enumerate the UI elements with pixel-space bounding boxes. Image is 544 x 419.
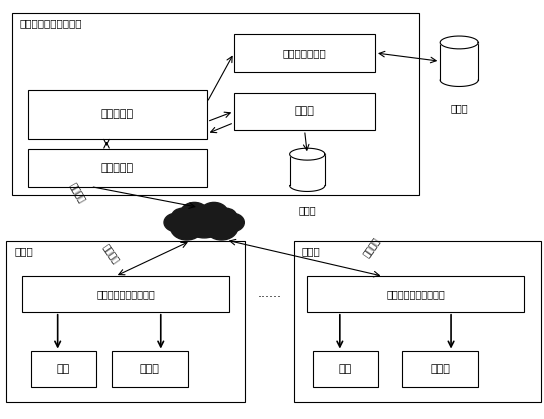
Text: 保护: 保护 [57,364,70,374]
FancyBboxPatch shape [307,276,524,312]
Text: 二次设备在线监测子站: 二次设备在线监测子站 [386,289,445,299]
Polygon shape [440,42,478,80]
Circle shape [215,208,237,225]
Polygon shape [440,80,478,86]
Text: 子站响应: 子站响应 [100,243,120,266]
Circle shape [170,215,203,240]
Text: 录波器: 录波器 [140,364,160,374]
Text: 模型库: 模型库 [299,205,316,215]
Text: 二次设备在线监测主站: 二次设备在线监测主站 [20,18,82,28]
Circle shape [220,213,244,232]
Circle shape [171,208,193,225]
Text: 通信子系统: 通信子系统 [101,163,134,173]
FancyBboxPatch shape [28,149,207,186]
Circle shape [200,202,228,224]
FancyBboxPatch shape [313,352,378,387]
Text: 录波器: 录波器 [430,364,450,374]
FancyBboxPatch shape [294,241,541,401]
Polygon shape [289,186,325,191]
Text: 历史库: 历史库 [450,103,468,113]
Text: 历史存储子系统: 历史存储子系统 [283,48,326,58]
Text: 二次设备在线监测子站: 二次设备在线监测子站 [96,289,155,299]
Polygon shape [289,148,325,160]
FancyBboxPatch shape [234,93,375,130]
FancyBboxPatch shape [11,13,418,195]
Text: 变电站: 变电站 [14,246,33,256]
Polygon shape [289,154,325,186]
FancyBboxPatch shape [112,352,188,387]
Polygon shape [440,36,478,49]
FancyBboxPatch shape [402,352,478,387]
Circle shape [183,206,225,238]
Text: 模型子系统: 模型子系统 [101,109,134,119]
FancyBboxPatch shape [28,91,207,139]
Circle shape [205,215,238,240]
FancyBboxPatch shape [6,241,245,401]
Text: ......: ...... [257,287,281,300]
FancyBboxPatch shape [22,276,228,312]
Circle shape [164,213,188,232]
Circle shape [180,202,208,224]
Text: 变电站: 变电站 [302,246,320,256]
Text: 子站响应: 子站响应 [362,236,382,259]
Text: 保护: 保护 [338,364,352,374]
Text: 主站请求: 主站请求 [67,181,86,204]
FancyBboxPatch shape [234,34,375,72]
FancyBboxPatch shape [30,352,96,387]
Text: 实时库: 实时库 [295,106,314,116]
